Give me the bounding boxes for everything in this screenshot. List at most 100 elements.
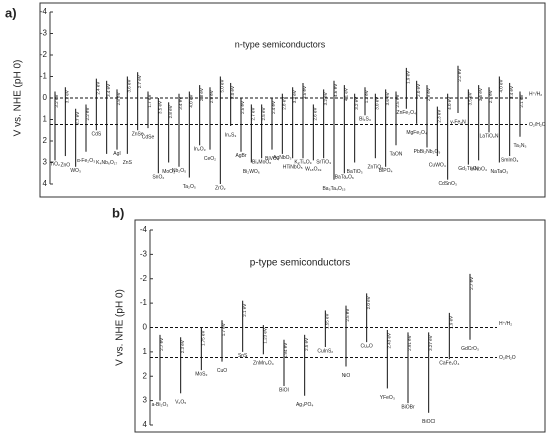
panel-title: p-type semiconductors <box>250 258 351 269</box>
bandgap-label: 2.2 eV <box>85 107 90 120</box>
y-tick-label: -4 <box>40 7 48 16</box>
material-label: BiPO₄ <box>379 168 393 174</box>
material-label: Gd₂Ti₂O₇ <box>458 166 478 172</box>
material-label: AgBr <box>235 153 246 159</box>
material-label: BiOCl <box>422 419 435 425</box>
bandgap-label: 1.7 eV <box>221 323 226 336</box>
bandgap-label: 1.23 eV <box>263 328 268 344</box>
material-label: Ta₃N₅ <box>514 143 527 149</box>
y-axis-label: V vs. NHE (pH 0) <box>115 289 126 366</box>
material-label: Nb₂O₅ <box>172 168 186 174</box>
material-label: CuWO₄ <box>429 162 446 168</box>
material-label: NiO <box>342 373 351 379</box>
material-label: CeO₂ <box>204 156 216 162</box>
y-tick-label: 0 <box>143 323 148 332</box>
bandgap-label: 2.4 eV <box>271 101 276 114</box>
bandgap-label: 3.2 eV <box>65 90 70 103</box>
bandgap-label: 2.5 eV <box>345 309 350 322</box>
bandgap-label: 2.5 eV <box>240 101 245 114</box>
bandgap-label: 3.4 eV <box>509 86 514 99</box>
bandgap-label: 4.1 eV <box>344 88 349 101</box>
reference-label: O₂/H₂O <box>499 355 516 361</box>
bandgap-label: 2.3 eV <box>180 340 185 353</box>
material-label: BiOBr <box>401 404 415 410</box>
bandgap-label: 1.3 eV <box>364 90 369 103</box>
bandgap-label: 3.2 eV <box>354 97 359 110</box>
bandgap-label: 3.2 eV <box>54 95 59 108</box>
material-label: CaFe₂O₄ <box>439 361 459 367</box>
y-tick-label: -1 <box>40 72 48 81</box>
material-label: WO₃ <box>70 168 81 174</box>
y-tick-label: -2 <box>140 274 148 283</box>
material-label: CdS <box>91 132 101 138</box>
bandgap-label: 1.9 eV <box>406 71 411 84</box>
y-tick-label: 1 <box>43 115 48 124</box>
y-tick-label: -1 <box>140 298 148 307</box>
bandgap-label: 2.0 eV <box>416 84 421 97</box>
material-label: ZnSe <box>132 132 144 138</box>
panel-label: b) <box>112 205 124 220</box>
material-label: LaTiO₂N <box>480 134 499 140</box>
bandgap-label: 3.3 eV <box>292 90 297 103</box>
material-label: BaTa₂O₆ <box>335 175 354 181</box>
bandgap-label: 2.0 eV <box>230 86 235 99</box>
bandgap-label: 3.5 eV <box>158 101 163 114</box>
y-tick-label: -4 <box>140 225 148 234</box>
bandgap-label: 2.1 eV <box>488 90 493 103</box>
bandgap-label: 2.7 eV <box>251 107 256 120</box>
material-label: GdCrO₃ <box>461 346 479 352</box>
material-label: Ag₃PO₄ <box>296 402 313 408</box>
bandgap-label: 2.9 eV <box>209 90 214 103</box>
material-label: a-Bi₂O₃ <box>152 402 169 408</box>
bandgap-label: 1.94 eV <box>283 343 288 359</box>
y-tick-label: 0 <box>43 93 48 102</box>
material-label: MoO₃ <box>162 169 175 175</box>
y-tick-label: -3 <box>140 249 148 258</box>
material-label: K₄Nb₆O₁₇ <box>96 160 117 166</box>
material-label: AgI <box>113 151 121 157</box>
material-label: Ba₅Ta₄O₁₅ <box>322 186 345 192</box>
material-label: SnO₂ <box>152 175 164 181</box>
material-label: CdSe <box>142 134 155 140</box>
bandgap-label: 1.9 eV <box>449 316 454 329</box>
material-label: PbBi₂Nb₂O₉ <box>414 149 441 155</box>
material-label: SrTiO₃ <box>316 160 331 166</box>
reference-label: H⁺/H₂ <box>529 91 542 97</box>
bandgap-label: 4.0 eV <box>499 80 504 93</box>
material-label: BiVO₄ <box>265 156 279 162</box>
bandgap-label: 3.6 eV <box>127 80 132 93</box>
material-label: BiOI <box>279 387 289 393</box>
material-label: TiO₂ <box>50 162 60 168</box>
bandgap-label: 1.75 eV <box>201 331 206 347</box>
bandgap-label: 3.2 eV <box>323 92 328 105</box>
bandgap-label: 2.7 eV <box>137 75 142 88</box>
material-label: InNbO₄ <box>470 167 487 173</box>
y-tick-label: 4 <box>43 179 48 188</box>
y-tick-label: 3 <box>43 158 48 167</box>
material-label: SnS <box>238 353 248 359</box>
bandgap-label: 3.6 eV <box>385 92 390 105</box>
bandgap-label: 2.7 eV <box>75 112 80 125</box>
y-tick-label: 4 <box>143 420 148 429</box>
y-tick-label: 3 <box>143 396 148 405</box>
panel-label: a) <box>5 5 17 20</box>
reference-label: H⁺/H₂ <box>499 321 512 327</box>
material-label: W₁₈O₄₉ <box>305 167 321 173</box>
material-label: SmInO₃ <box>501 157 519 163</box>
material-label: ZrO₂ <box>215 185 226 191</box>
material-label: ZnFe₂O₄ <box>397 110 417 116</box>
bandgap-label: 2.0 eV <box>366 296 371 309</box>
material-label: ZnS <box>123 160 133 166</box>
material-label: α-Fe₂O₃ <box>77 158 95 164</box>
reference-label: O₂/H₂O <box>529 122 546 128</box>
bandgap-label: 2.7 eV <box>159 338 164 351</box>
bandgap-label: 2.9 eV <box>426 88 431 101</box>
y-tick-label: -2 <box>40 50 48 59</box>
material-label: HTiNbO₅ <box>283 165 303 171</box>
bandgap-label: 2.8 eV <box>282 97 287 110</box>
material-label: CdSnO₃ <box>438 181 456 187</box>
y-tick-label: 2 <box>43 136 48 145</box>
material-label: ZnMn₂O₄ <box>253 361 274 367</box>
material-label: V₂O₅ <box>175 400 186 406</box>
material-label: Bi₂WO₆ <box>243 169 260 175</box>
